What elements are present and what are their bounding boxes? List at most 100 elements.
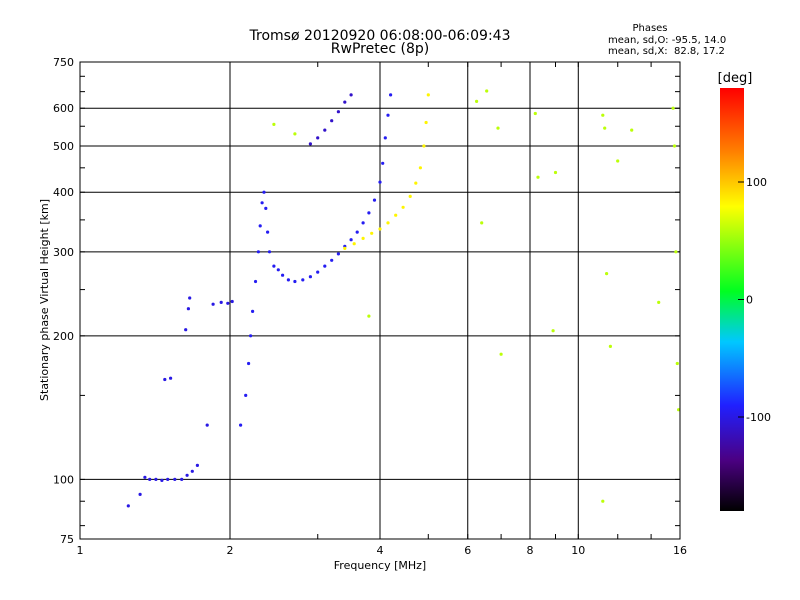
x-tick-label: 1 <box>77 544 84 557</box>
data-point <box>674 250 678 254</box>
data-point <box>401 205 405 209</box>
data-point <box>601 499 605 503</box>
data-point <box>264 206 268 210</box>
data-point <box>367 211 371 215</box>
data-point <box>180 477 184 481</box>
data-point <box>630 128 634 132</box>
data-point <box>657 300 661 304</box>
data-point <box>378 227 382 231</box>
data-point <box>308 142 312 146</box>
data-point <box>219 300 223 304</box>
data-point <box>226 301 230 305</box>
colorbar-tick-label: 0 <box>746 294 753 307</box>
phases-heading: Phases <box>632 23 667 34</box>
data-point <box>249 334 253 338</box>
data-point <box>386 221 390 225</box>
data-point <box>260 201 264 205</box>
colorbar-label: [deg] <box>718 71 753 86</box>
data-point <box>184 328 188 332</box>
data-point <box>160 478 164 482</box>
y-tick-label: 750 <box>53 56 74 69</box>
data-point <box>138 492 142 496</box>
data-point <box>323 128 327 132</box>
data-point <box>553 170 558 175</box>
x-axis-label: Frequency [MHz] <box>334 559 426 572</box>
x-tick-label: 6 <box>464 544 471 557</box>
phase-stats-x: mean, sd,X: 82.8, 17.2 <box>608 46 725 57</box>
data-point <box>672 144 677 148</box>
y-axis-label: Stationary phase Virtual Height [km] <box>38 199 51 401</box>
data-point <box>367 314 371 318</box>
data-point <box>166 477 170 481</box>
data-point <box>343 246 347 250</box>
data-point <box>394 213 398 217</box>
data-point <box>605 272 609 276</box>
x-tick-label: 10 <box>571 544 585 557</box>
data-point <box>343 100 347 104</box>
y-tick-label: 500 <box>53 140 74 153</box>
data-point <box>211 302 215 306</box>
data-point <box>349 93 353 97</box>
data-point <box>262 190 266 194</box>
data-point <box>422 144 426 148</box>
chart-title: Tromsø 20120920 06:08:00-06:09:43 <box>249 28 511 44</box>
data-point <box>330 258 334 262</box>
data-point <box>378 180 382 184</box>
data-point <box>266 230 270 234</box>
data-point <box>355 230 359 234</box>
y-tick-label: 300 <box>53 246 74 259</box>
data-point <box>349 238 353 242</box>
data-point <box>675 361 679 366</box>
data-point <box>533 111 537 116</box>
colorbar-tick-label: -100 <box>746 411 771 424</box>
data-point <box>272 122 276 126</box>
data-points <box>126 89 681 508</box>
data-point <box>258 224 262 228</box>
colorbar-tick-label: 100 <box>746 176 767 189</box>
data-point <box>336 110 340 114</box>
y-tick-label: 400 <box>53 186 74 199</box>
data-point <box>370 231 374 235</box>
x-tick-label: 16 <box>673 544 687 557</box>
data-point <box>414 181 418 185</box>
data-point <box>126 504 130 508</box>
data-point <box>608 344 613 348</box>
data-point <box>426 93 430 97</box>
data-point <box>603 126 607 130</box>
data-point <box>671 106 675 110</box>
plot-frame <box>79 61 681 540</box>
chart-subtitle: RwPretec (8p) <box>331 41 429 57</box>
data-point <box>496 126 500 130</box>
data-point <box>286 278 290 282</box>
data-point <box>281 273 285 277</box>
data-point <box>361 221 365 225</box>
data-point <box>677 408 681 412</box>
colorbar-ticks: 100 0 -100 <box>738 176 771 424</box>
data-point <box>336 252 340 256</box>
data-point <box>267 250 272 254</box>
data-point <box>308 275 312 279</box>
data-point <box>480 221 484 225</box>
data-point <box>247 361 251 366</box>
data-point <box>424 120 428 125</box>
data-point <box>383 136 387 140</box>
data-point <box>381 161 385 165</box>
data-point <box>276 268 280 272</box>
data-point <box>536 175 540 179</box>
data-point <box>205 423 209 427</box>
data-point <box>169 376 173 380</box>
data-point <box>301 278 305 282</box>
data-point <box>389 93 393 97</box>
data-point <box>330 119 334 123</box>
data-point <box>154 477 158 481</box>
phase-stats-o: mean, sd,O: -95.5, 14.0 <box>608 35 726 46</box>
data-point <box>316 270 320 274</box>
data-point <box>244 393 248 397</box>
data-point <box>186 307 190 311</box>
data-point <box>408 194 412 198</box>
y-tick-label: 100 <box>53 473 74 486</box>
y-axis-ticks: 75 100 200 300 400 500 600 750 <box>53 56 680 546</box>
y-tick-label: 600 <box>53 102 74 115</box>
x-axis-ticks: 1 2 4 6 8 10 16 <box>77 62 687 557</box>
